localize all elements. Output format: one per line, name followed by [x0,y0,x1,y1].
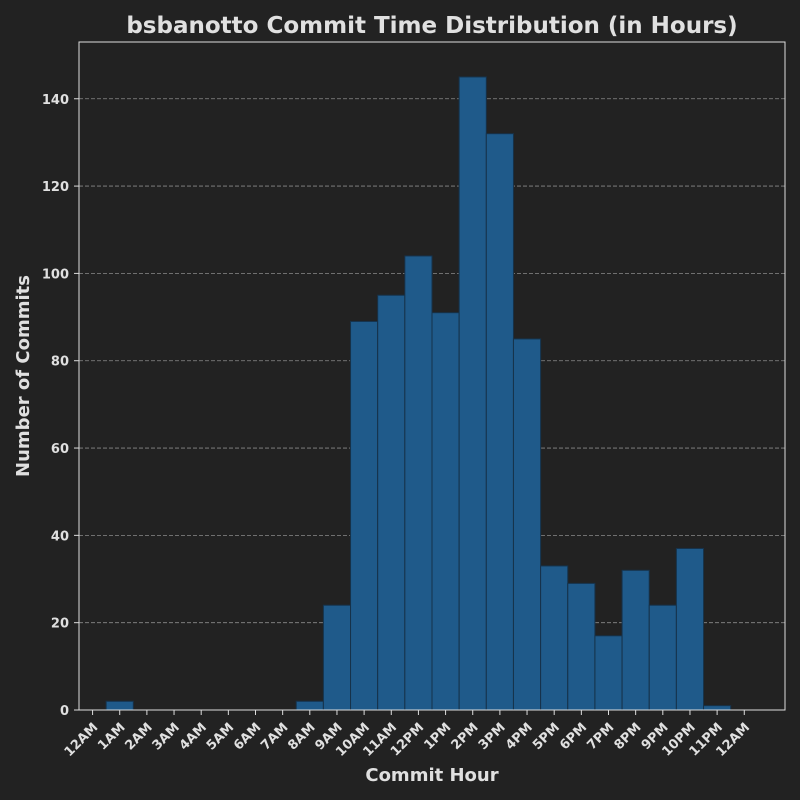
x-tick-label: 1PM [422,720,455,753]
bar [295,700,324,711]
x-axis: 12AM1AM2AM3AM4AM5AM6AM7AM8AM9AM10AM11AM1… [62,710,753,760]
plot-frame [78,41,786,711]
bar [703,705,732,711]
bar [404,255,433,711]
y-tick-label: 80 [51,355,69,370]
x-tick-label: 8PM [612,720,645,753]
bar [648,604,677,711]
x-tick-label: 2PM [449,720,482,753]
y-tick-label: 140 [42,93,69,108]
y-tick-label: 0 [60,704,69,719]
bar [350,320,379,711]
bar [322,604,352,711]
x-tick-label: 5AM [204,720,237,753]
y-axis: 0 20 40 60 80 100 120 140 [42,93,79,719]
x-tick-label: 2AM [122,720,155,753]
y-axis-label: Number of Commits [13,275,34,477]
x-tick-label: 1AM [95,720,128,753]
bar [512,338,542,711]
bar [431,312,460,711]
x-axis-label: Commit Hour [365,765,498,786]
x-tick-label: 6AM [231,720,264,753]
bars [105,76,732,711]
bar [540,565,569,711]
x-tick-label: 7AM [258,720,291,753]
bar [377,294,406,711]
x-tick-label: 7PM [584,720,617,753]
y-tick-label: 120 [42,180,69,195]
x-tick-label: 5PM [530,720,563,753]
y-tick-label: 20 [51,617,69,632]
grid-lines [79,98,785,624]
bar [567,582,596,711]
bar [485,133,514,711]
x-tick-label: 3AM [150,720,183,753]
y-tick-label: 100 [42,267,69,282]
x-tick-label: 3PM [476,720,509,753]
x-tick-label: 8AM [285,720,318,753]
bar [621,569,650,711]
y-tick-label: 60 [51,442,69,457]
bar [594,635,623,711]
x-tick-label: 6PM [557,720,590,753]
bar [675,547,705,711]
x-tick-label: 4PM [503,720,536,753]
bar [458,76,487,711]
bar [105,700,134,711]
y-tick-label: 40 [51,529,69,544]
chart-title: bsbanotto Commit Time Distribution (in H… [126,13,737,39]
x-tick-label: 4AM [177,720,210,753]
x-tick-label: 12AM [62,720,102,760]
